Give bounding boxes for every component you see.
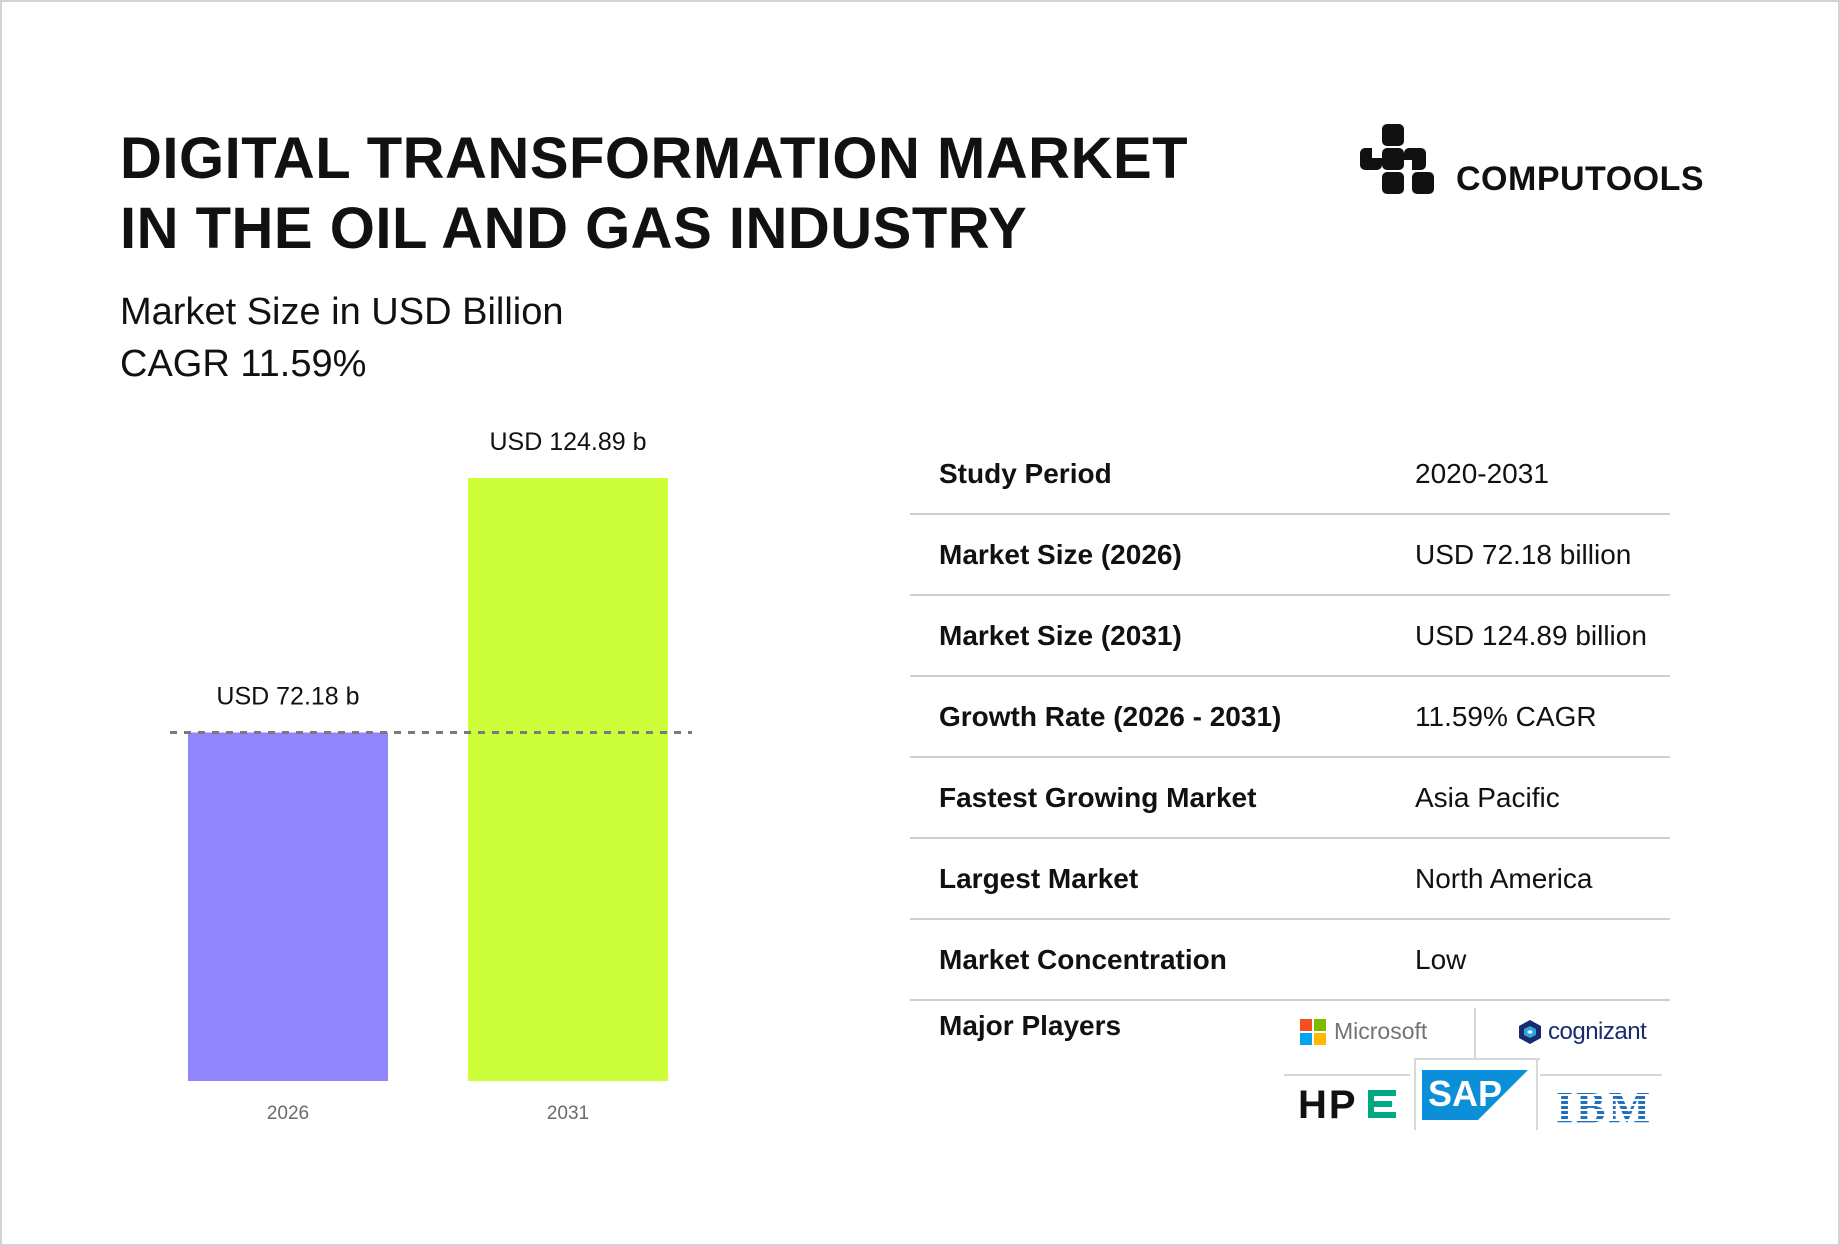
x-tick-label: 2026 <box>267 1103 309 1124</box>
microsoft-logo: Microsoft <box>1300 1018 1427 1045</box>
row-label: Market Concentration <box>939 943 1227 975</box>
chart-subtitle: Market Size in USD Billion CAGR 11.59% <box>120 286 563 390</box>
page-title: DIGITAL TRANSFORMATION MARKET IN THE OIL… <box>120 124 1220 264</box>
sap-logo: SAP <box>1414 1058 1540 1130</box>
row-label: Largest Market <box>939 862 1139 894</box>
row-value: 2020-2031 <box>1415 457 1549 489</box>
table-row: Largest Market North America <box>910 839 1670 920</box>
row-value: North America <box>1415 862 1593 894</box>
computools-logo-icon <box>1360 124 1434 194</box>
row-label: Fastest Growing Market <box>939 781 1257 813</box>
svg-text:HP: HP <box>1298 1086 1358 1122</box>
major-players-row: Major Players Microsoft cognizant HP <box>910 1002 1670 1132</box>
x-tick-label: 2031 <box>547 1103 589 1124</box>
bar <box>188 732 388 1081</box>
row-value: Low <box>1415 943 1467 975</box>
cognizant-icon <box>1519 1020 1541 1044</box>
row-value: USD 72.18 billion <box>1415 538 1632 570</box>
market-summary-table: Study Period 2020-2031 Market Size (2026… <box>910 434 1670 1001</box>
row-label: Market Size (2026) <box>939 538 1182 570</box>
bar-data-label: USD 72.18 b <box>216 682 359 710</box>
table-row: Fastest Growing Market Asia Pacific <box>910 758 1670 839</box>
microsoft-wordmark: Microsoft <box>1334 1018 1428 1044</box>
table-row: Study Period 2020-2031 <box>910 434 1670 515</box>
major-players-label: Major Players <box>939 1010 1122 1041</box>
row-label: Study Period <box>939 457 1112 489</box>
subtitle-line-1: Market Size in USD Billion <box>120 291 564 333</box>
hpe-wordmark: HP <box>1298 1086 1396 1122</box>
table-row: Market Concentration Low <box>910 920 1670 1001</box>
bar-data-label: USD 124.89 b <box>489 428 646 456</box>
table-row: Growth Rate (2026 - 2031) 11.59% CAGR <box>910 677 1670 758</box>
row-value: Asia Pacific <box>1415 781 1560 813</box>
svg-text:IBM: IBM <box>1556 1086 1653 1126</box>
microsoft-icon <box>1300 1018 1326 1045</box>
ibm-logo: IBM <box>1556 1086 1656 1126</box>
row-label: Growth Rate (2026 - 2031) <box>939 700 1282 732</box>
logo-divider <box>1540 1074 1662 1076</box>
cognizant-logo: cognizant <box>1516 1018 1647 1046</box>
sap-icon: SAP <box>1414 1058 1540 1130</box>
title-line-1: DIGITAL TRANSFORMATION MARKET <box>120 126 1189 191</box>
title-line-2: IN THE OIL AND GAS INDUSTRY <box>120 196 1028 261</box>
brand-name: COMPUTOOLS <box>1456 160 1705 198</box>
svg-text:SAP: SAP <box>1428 1073 1502 1114</box>
logo-divider <box>1474 1008 1476 1058</box>
hpe-logo: HP <box>1298 1086 1402 1122</box>
table-row: Market Size (2026) USD 72.18 billion <box>910 515 1670 596</box>
row-value: 11.59% CAGR <box>1415 700 1597 732</box>
brand-logo: COMPUTOOLS <box>1358 118 1704 198</box>
logo-divider <box>1284 1074 1410 1076</box>
row-value: USD 124.89 billion <box>1415 619 1647 651</box>
row-label: Market Size (2031) <box>939 619 1182 651</box>
table-row: Market Size (2031) USD 124.89 billion <box>910 596 1670 677</box>
cognizant-wordmark: cognizant <box>1548 1018 1647 1045</box>
subtitle-line-2: CAGR 11.59% <box>120 343 367 385</box>
bar <box>468 478 668 1081</box>
bar-chart: USD 72.18 b 2026 USD 124.89 b 2031 <box>170 428 692 1124</box>
ibm-wordmark: IBM <box>1556 1086 1653 1126</box>
